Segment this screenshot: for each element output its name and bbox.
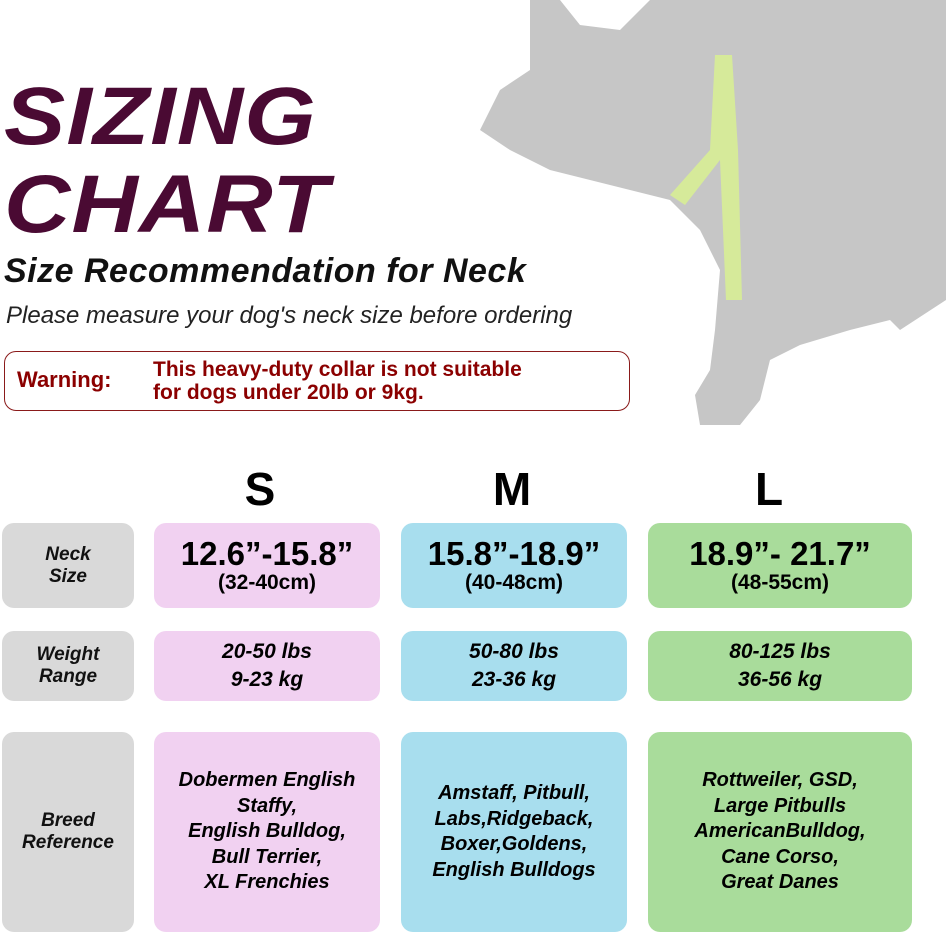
weight-range-l: 80-125 lbs 36-56 kg <box>648 631 912 701</box>
breed-line: Great Danes <box>721 871 839 894</box>
neck-cm: (32-40cm) <box>217 570 317 594</box>
warning-line: This heavy-duty collar is not suitable <box>153 358 522 381</box>
neck-size-s: 12.6”-15.8” (32-40cm) <box>154 523 380 608</box>
warning-message: This heavy-duty collar is not suitable f… <box>153 358 522 404</box>
breed-reference-m: Amstaff, Pitbull, Labs,Ridgeback, Boxer,… <box>401 732 627 932</box>
neck-cm: (48-55cm) <box>730 570 830 594</box>
breed-line: Labs,Ridgeback, <box>434 807 594 830</box>
breed-line: Bull Terrier, <box>211 845 323 868</box>
measure-note: Please measure your dog's neck size befo… <box>6 302 573 329</box>
breed-line: Staffy, <box>236 794 298 817</box>
weight-range-s: 20-50 lbs 9-23 kg <box>154 631 380 701</box>
neck-inches: 12.6”-15.8” <box>180 534 354 572</box>
breed-line: Rottweiler, GSD, <box>702 769 858 792</box>
warning-box: Warning: This heavy-duty collar is not s… <box>4 351 630 411</box>
weight-range-m: 50-80 lbs 23-36 kg <box>401 631 627 701</box>
breed-line: Dobermen English <box>178 769 356 792</box>
subtitle: Size Recommendation for Neck <box>4 252 527 290</box>
row-label-weight: Weight Range <box>2 631 134 701</box>
weight-lbs: 80-125 lbs <box>729 640 831 663</box>
breed-line: Cane Corso, <box>721 845 839 868</box>
weight-lbs: 50-80 lbs <box>469 640 559 663</box>
label-text: Reference <box>22 832 114 853</box>
weight-lbs: 20-50 lbs <box>222 640 312 663</box>
label-text: Breed <box>41 810 95 831</box>
warning-label: Warning: <box>17 367 112 392</box>
breed-line: AmericanBulldog, <box>694 820 866 843</box>
size-header-m: M <box>492 463 532 515</box>
weight-kg: 36-56 kg <box>737 668 823 691</box>
title-chart: CHART <box>4 159 330 250</box>
size-header-l: L <box>754 463 784 515</box>
breed-reference-l: Rottweiler, GSD, Large Pitbulls American… <box>648 732 912 932</box>
row-label-neck: Neck Size <box>2 523 134 608</box>
weight-kg: 23-36 kg <box>471 668 557 691</box>
breed-line: XL Frenchies <box>204 871 330 894</box>
breed-line: Large Pitbulls <box>713 794 847 817</box>
breed-line: Amstaff, Pitbull, <box>438 782 590 804</box>
label-text: Size <box>48 565 88 587</box>
size-header-s: S <box>244 463 276 515</box>
neck-inches: 15.8”-18.9” <box>427 534 601 572</box>
breed-line: English Bulldog, <box>188 820 346 843</box>
breed-line: English Bulldogs <box>432 858 596 881</box>
breed-reference-s: Dobermen English Staffy, English Bulldog… <box>154 732 380 932</box>
neck-inches: 18.9”- 21.7” <box>689 534 871 572</box>
title-sizing: SIZING <box>4 71 317 162</box>
breed-line: Boxer,Goldens, <box>440 833 588 855</box>
neck-cm: (40-48cm) <box>464 570 564 594</box>
label-text: Range <box>38 666 98 687</box>
weight-kg: 9-23 kg <box>230 668 304 691</box>
warning-line: for dogs under 20lb or 9kg. <box>153 381 424 404</box>
row-label-breed: Breed Reference <box>2 732 134 932</box>
label-text: Neck <box>45 543 91 565</box>
neck-size-m: 15.8”-18.9” (40-48cm) <box>401 523 627 608</box>
label-text: Weight <box>36 644 100 665</box>
neck-size-l: 18.9”- 21.7” (48-55cm) <box>648 523 912 608</box>
dog-silhouette-illustration <box>480 0 946 425</box>
